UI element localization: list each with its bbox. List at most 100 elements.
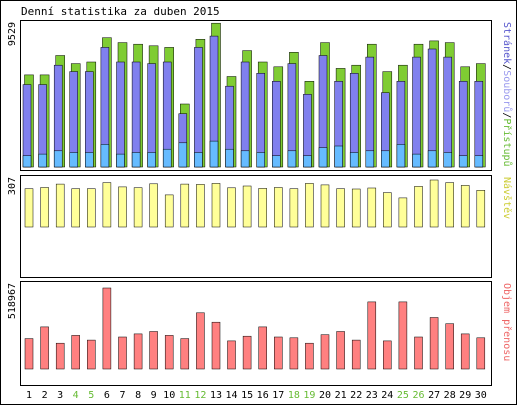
bar-pages [443,152,452,168]
bar-middle [398,197,408,228]
bar-pages [474,155,484,168]
bar-middle [71,188,80,228]
bar-bottom [24,338,34,370]
bar-middle [351,188,361,228]
bar-middle [274,187,283,228]
bar-bottom [367,301,377,370]
bar-bottom [460,333,470,370]
day-label: 15 [241,390,253,401]
bar-middle [149,183,158,228]
bar-middle [476,190,486,228]
bar-pages [287,150,297,168]
panel-frame [20,175,492,278]
bar-middle [133,187,143,228]
bar-pages [365,150,375,168]
bar-pages [85,152,94,168]
bar-middle [196,184,205,228]
bar-middle [429,179,439,228]
bar-middle [305,183,314,228]
bar-files [131,61,141,168]
ymax-label: 307 [7,177,18,195]
day-label: 13 [210,390,222,401]
bar-files [412,56,421,168]
day-label: 1 [26,390,32,401]
bar-pages [178,142,188,168]
bar-middle [258,188,267,228]
bar-middle [320,184,330,228]
bar-middle [445,182,454,228]
bar-bottom [242,335,252,370]
bar-middle [118,186,127,228]
bar-bottom [258,326,267,370]
day-label: 8 [135,390,141,401]
bar-files [22,84,32,168]
bar-pages [69,152,78,168]
bar-pages [381,150,390,168]
bar-files [194,47,203,168]
legend-text: Stránek [501,22,513,64]
day-label: 5 [88,390,94,401]
bar-middle [40,187,49,228]
bar-bottom [211,321,221,370]
bar-bottom [336,331,345,370]
bar-files [272,81,281,168]
bar-bottom [320,334,330,370]
panel-middle: 307 Návštěv [7,175,513,278]
bar-middle [336,188,345,228]
bar-middle [383,192,392,228]
day-label: 21 [335,390,347,401]
day-label: 10 [163,390,175,401]
bar-pages [22,155,32,168]
day-label: 12 [194,390,206,401]
day-label: 22 [350,390,362,401]
bar-bottom [71,335,80,370]
bar-pages [349,152,359,168]
day-label: 18 [288,390,300,401]
legend-text: / [501,64,512,70]
legend-text: / [501,112,512,118]
bar-pages [100,144,110,168]
bar-pages [53,150,63,168]
bar-bottom [305,342,314,370]
bar-middle [211,183,221,228]
chart-title: Denní statistika za duben 2015 [21,5,220,18]
series-legend-label: Stránek/Souborů/Přístupů [501,22,513,167]
ymax-label: 518967 [7,283,18,319]
bar-pages [458,155,468,168]
bar-middle [102,182,112,228]
bar-pages [303,155,312,168]
bar-bottom [398,301,408,370]
bar-bottom [429,317,439,370]
bar-bottom [164,335,174,370]
legend-text: Přístupů [501,118,513,166]
bar-middle [164,194,174,228]
day-label: 23 [366,390,378,401]
day-label: 14 [225,390,237,401]
ymax-label: 9529 [7,22,18,46]
day-label: 7 [119,390,125,401]
bar-bottom [40,326,49,370]
bar-pages [194,152,203,168]
bar-pages [334,145,343,168]
bar-files [427,48,437,168]
legend-text: Objem přenosu [501,283,513,361]
day-label: 20 [319,390,331,401]
day-label: 27 [428,390,440,401]
bar-pages [209,140,219,168]
bar-bottom [55,342,65,370]
day-label: 2 [42,390,48,401]
day-label: 25 [397,390,409,401]
legend-text: Souborů [501,70,513,112]
day-label: 16 [257,390,269,401]
bar-pages [162,148,172,168]
bar-pages [116,153,125,168]
bar-pages [412,153,421,168]
bar-middle [367,187,377,228]
panel-frame [20,281,492,386]
bar-pages [240,150,250,168]
bar-bottom [133,333,143,370]
bar-bottom [445,323,454,370]
bar-pages [147,152,156,168]
day-label: 19 [303,390,315,401]
day-label: 26 [412,390,424,401]
